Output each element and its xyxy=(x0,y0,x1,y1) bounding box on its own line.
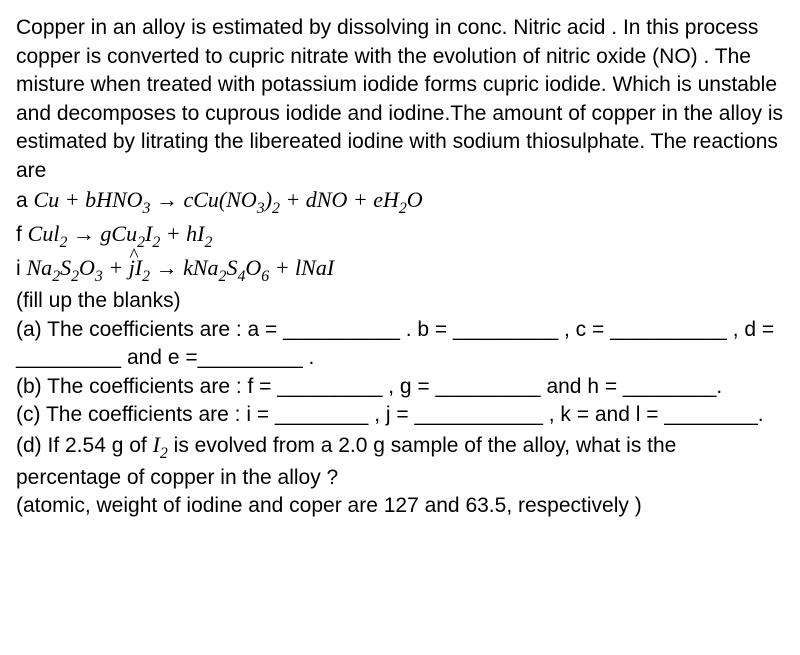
arrow-icon: → xyxy=(150,187,183,212)
equation-2: Cul2 → gCu2I2 + hI2 xyxy=(28,221,213,246)
sym-plus6: + xyxy=(269,255,295,280)
sym-plus2: + xyxy=(280,187,306,212)
coef-e: e xyxy=(373,187,383,212)
eq1-prefix: a xyxy=(16,189,34,212)
question-b: (b) The coefficients are : f = _________… xyxy=(16,375,722,398)
i2-inline: I2 xyxy=(153,432,168,457)
coef-k: k xyxy=(183,255,193,280)
sub-2f: 2 xyxy=(204,234,212,251)
arrow-icon2: → xyxy=(67,221,100,246)
sub-2: 2 xyxy=(272,200,280,217)
sym-s: S xyxy=(60,255,71,280)
coef-g: g xyxy=(100,221,111,246)
sub-2i: 2 xyxy=(142,268,150,285)
fillup-text: (fill up the blanks) xyxy=(16,289,181,312)
arrow-icon3: → xyxy=(150,255,183,280)
question-d-pre: (d) If 2.54 g of xyxy=(16,434,153,457)
equation-1: Cu + bHNO3 → cCu(NO3)2 + dNO + eH2O xyxy=(34,187,423,212)
sym-nai: NaI xyxy=(301,255,334,280)
sym-o: O xyxy=(407,187,423,212)
sym-h: H xyxy=(383,187,399,212)
sub-6: 6 xyxy=(261,268,269,285)
equation-3: Na2S2O3 + jI2 → kNa2S4O6 + lNaI xyxy=(27,255,335,280)
sym-o2: O xyxy=(79,255,95,280)
sym-na2: Na xyxy=(193,255,219,280)
sym-cul: Cul xyxy=(28,221,60,246)
sub-2k: 2 xyxy=(160,445,168,462)
intro-text: Copper in an alloy is estimated by disso… xyxy=(16,16,783,182)
sub-2e: 2 xyxy=(152,234,160,251)
sym-no: NO xyxy=(317,187,348,212)
sym-plus: + xyxy=(59,187,85,212)
sub-3b: 3 xyxy=(257,200,265,217)
sym-hno: HNO xyxy=(96,187,142,212)
question-e: (atomic, weight of iodine and coper are … xyxy=(16,494,642,517)
sym-i4: I xyxy=(153,432,160,457)
eq2-prefix: f xyxy=(16,223,28,246)
question-c: (c) The coefficients are : i = ________ … xyxy=(16,403,764,426)
sym-plus4: + xyxy=(160,221,186,246)
sym-cuno: Cu(NO xyxy=(193,187,257,212)
eq3-prefix: i xyxy=(16,257,27,280)
sub-3c: 3 xyxy=(95,268,103,285)
sub-2b: 2 xyxy=(399,200,407,217)
sub-2h: 2 xyxy=(71,268,79,285)
coef-j-hat: j xyxy=(129,253,135,283)
coef-c: c xyxy=(183,187,193,212)
coef-b: b xyxy=(85,187,96,212)
coef-h: h xyxy=(186,221,197,246)
sym-s2: S xyxy=(226,255,237,280)
question-a: (a) The coefficients are : a = _________… xyxy=(16,318,774,370)
sym-na: Na xyxy=(27,255,53,280)
sym-plus3: + xyxy=(347,187,373,212)
sym-o3: O xyxy=(245,255,261,280)
coef-d: d xyxy=(306,187,317,212)
sub-4: 4 xyxy=(237,268,245,285)
sym-cu: Cu xyxy=(34,187,60,212)
sub-2j: 2 xyxy=(219,268,227,285)
sym-plus5: + xyxy=(103,255,129,280)
sub-2c: 2 xyxy=(59,234,67,251)
sub-3: 3 xyxy=(143,200,151,217)
sub-2g: 2 xyxy=(52,268,60,285)
question-body: Copper in an alloy is estimated by disso… xyxy=(16,14,786,521)
sym-paren: ) xyxy=(265,187,272,212)
